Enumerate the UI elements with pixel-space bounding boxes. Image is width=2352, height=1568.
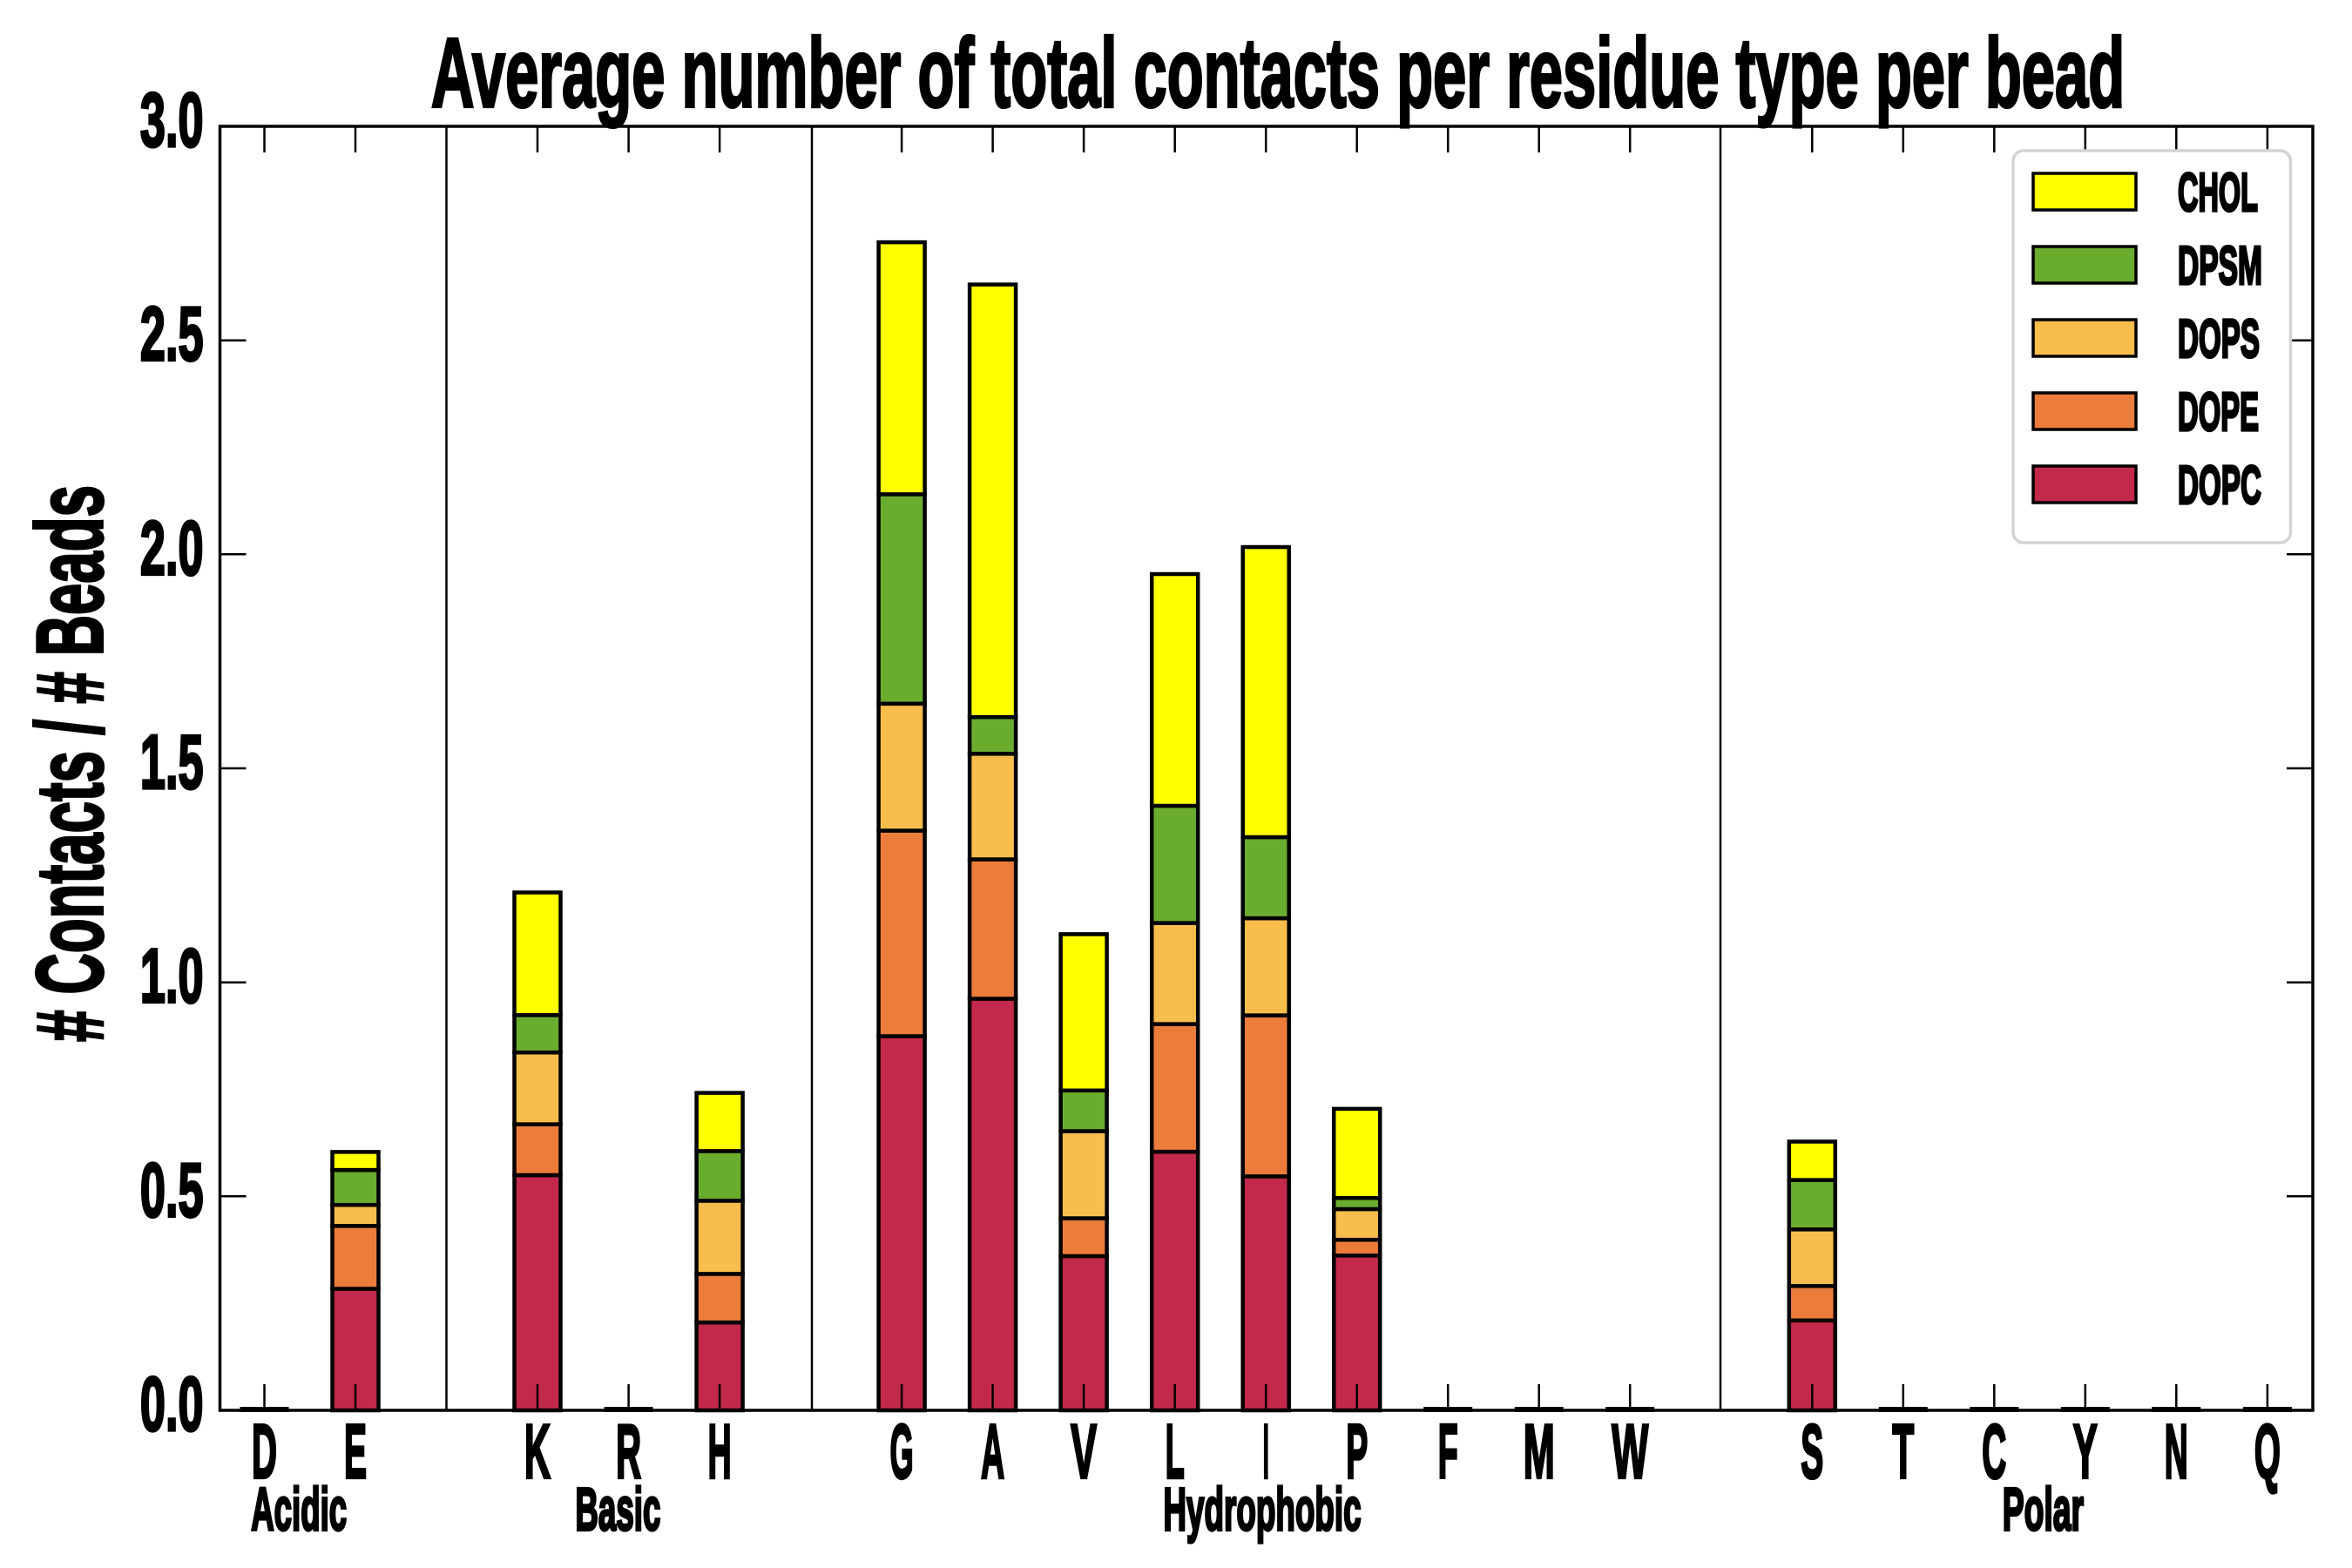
svg-text:D: D [252,1409,277,1495]
svg-text:2.5: 2.5 [140,293,204,377]
svg-text:S: S [1801,1409,1823,1495]
svg-text:Average number of total contac: Average number of total contacts per res… [431,17,2125,128]
svg-text:Basic: Basic [575,1476,660,1544]
svg-text:E: E [344,1409,367,1495]
svg-text:G: G [890,1409,914,1495]
svg-text:C: C [1982,1409,2006,1494]
svg-text:N: N [2165,1409,2188,1495]
svg-text:T: T [1892,1409,1914,1495]
svg-text:P: P [1346,1409,1368,1495]
svg-text:CHOL: CHOL [2178,161,2258,222]
svg-text:DOPS: DOPS [2178,308,2260,369]
svg-text:1.5: 1.5 [140,720,204,805]
svg-text:H: H [708,1409,732,1495]
svg-text:F: F [1438,1409,1458,1495]
svg-text:R: R [616,1409,641,1495]
svg-text:3.0: 3.0 [140,78,204,163]
svg-text:Q: Q [2254,1410,2281,1495]
svg-text:0.5: 0.5 [140,1148,204,1233]
svg-text:DOPE: DOPE [2178,381,2259,442]
svg-text:1.0: 1.0 [140,935,204,1019]
svg-text:V: V [1071,1409,1097,1494]
svg-text:Polar: Polar [2003,1476,2084,1543]
svg-text:I: I [1263,1408,1269,1494]
svg-text:2.0: 2.0 [140,506,204,591]
svg-text:DPSM: DPSM [2178,235,2262,296]
svg-text:M: M [1524,1408,1555,1494]
svg-text:DOPC: DOPC [2178,455,2261,516]
svg-text:Hydrophobic: Hydrophobic [1163,1476,1361,1543]
svg-text:K: K [524,1409,551,1494]
svg-text:Y: Y [2073,1409,2098,1494]
svg-text:A: A [981,1409,1004,1495]
svg-text:W: W [1612,1409,1648,1494]
svg-text:Acidic: Acidic [251,1476,347,1544]
svg-text:0.0: 0.0 [140,1362,204,1447]
svg-text:# Contacts / # Beads: # Contacts / # Beads [17,485,123,1042]
svg-text:L: L [1166,1409,1185,1495]
